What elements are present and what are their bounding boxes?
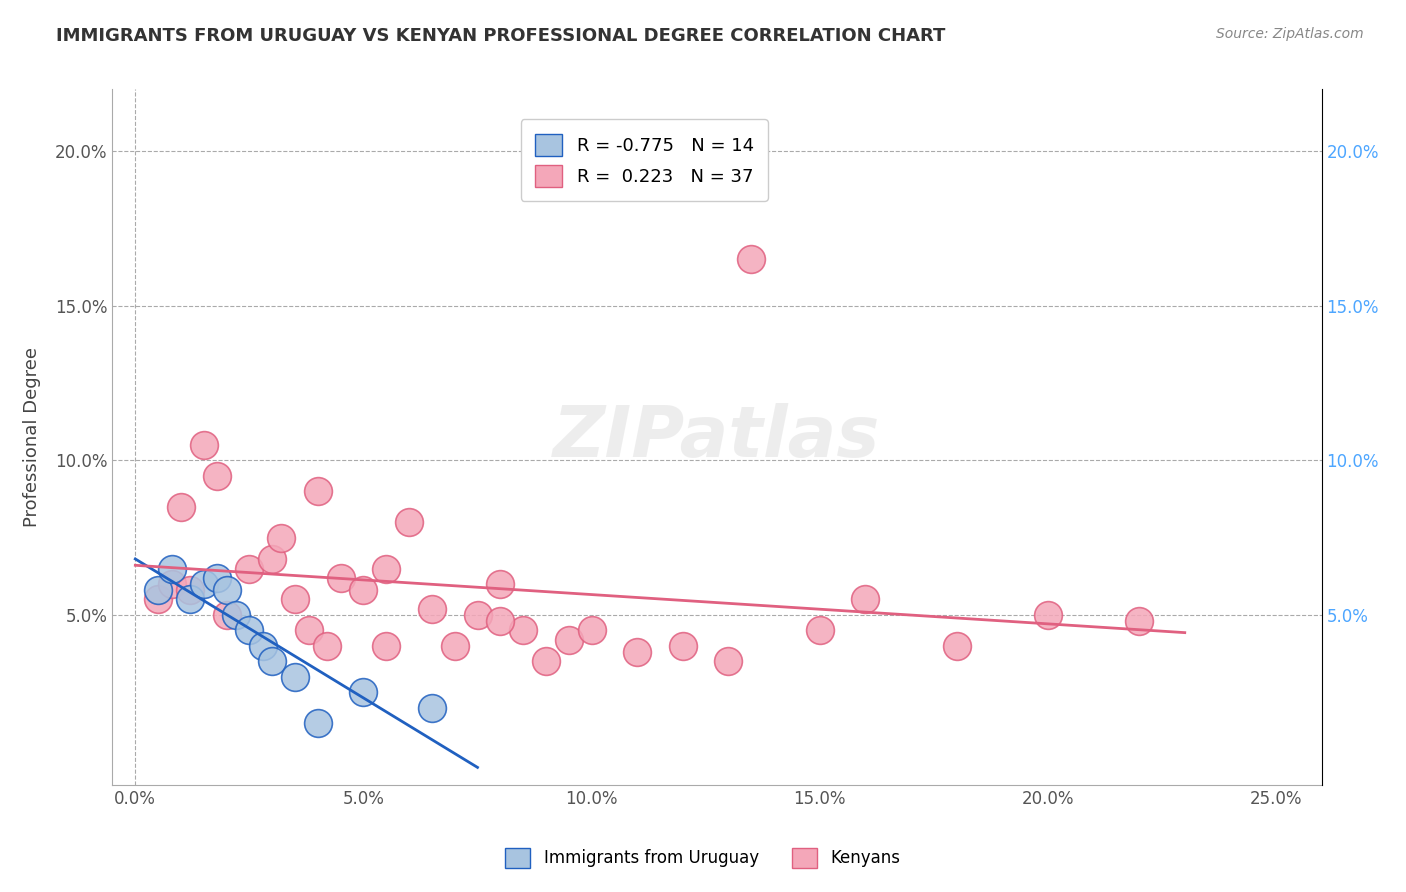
- Point: [420, 700, 443, 714]
- Text: Source: ZipAtlas.com: Source: ZipAtlas.com: [1216, 27, 1364, 41]
- Point: [808, 624, 831, 638]
- Point: [1128, 614, 1150, 628]
- Point: [207, 571, 229, 585]
- Point: [238, 624, 260, 638]
- Point: [352, 685, 374, 699]
- Point: [558, 632, 581, 647]
- Point: [945, 639, 967, 653]
- Point: [352, 583, 374, 598]
- Point: [420, 601, 443, 615]
- Point: [146, 583, 169, 598]
- Point: [215, 583, 238, 598]
- Point: [207, 468, 229, 483]
- Text: ZIPatlas: ZIPatlas: [554, 402, 880, 472]
- Point: [215, 607, 238, 622]
- Point: [238, 561, 260, 575]
- Point: [193, 438, 215, 452]
- Point: [443, 639, 465, 653]
- Point: [740, 252, 762, 267]
- Point: [316, 639, 339, 653]
- Point: [160, 561, 183, 575]
- Legend: Immigrants from Uruguay, Kenyans: Immigrants from Uruguay, Kenyans: [499, 841, 907, 875]
- Legend: R = -0.775   N = 14, R =  0.223   N = 37: R = -0.775 N = 14, R = 0.223 N = 37: [520, 120, 768, 201]
- Point: [225, 607, 247, 622]
- Point: [717, 654, 740, 668]
- Point: [375, 561, 398, 575]
- Point: [307, 716, 329, 731]
- Point: [179, 592, 201, 607]
- Y-axis label: Professional Degree: Professional Degree: [24, 347, 41, 527]
- Point: [534, 654, 557, 668]
- Point: [262, 654, 284, 668]
- Point: [193, 577, 215, 591]
- Text: IMMIGRANTS FROM URUGUAY VS KENYAN PROFESSIONAL DEGREE CORRELATION CHART: IMMIGRANTS FROM URUGUAY VS KENYAN PROFES…: [56, 27, 946, 45]
- Point: [160, 577, 183, 591]
- Point: [398, 515, 420, 529]
- Point: [298, 624, 321, 638]
- Point: [489, 614, 512, 628]
- Point: [467, 607, 489, 622]
- Point: [262, 552, 284, 566]
- Point: [170, 500, 193, 514]
- Point: [329, 571, 352, 585]
- Point: [252, 639, 274, 653]
- Point: [1036, 607, 1059, 622]
- Point: [179, 583, 201, 598]
- Point: [626, 645, 648, 659]
- Point: [489, 577, 512, 591]
- Point: [581, 624, 603, 638]
- Point: [512, 624, 534, 638]
- Point: [270, 531, 292, 545]
- Point: [375, 639, 398, 653]
- Point: [146, 592, 169, 607]
- Point: [284, 670, 307, 684]
- Point: [284, 592, 307, 607]
- Point: [853, 592, 876, 607]
- Point: [307, 484, 329, 499]
- Point: [672, 639, 695, 653]
